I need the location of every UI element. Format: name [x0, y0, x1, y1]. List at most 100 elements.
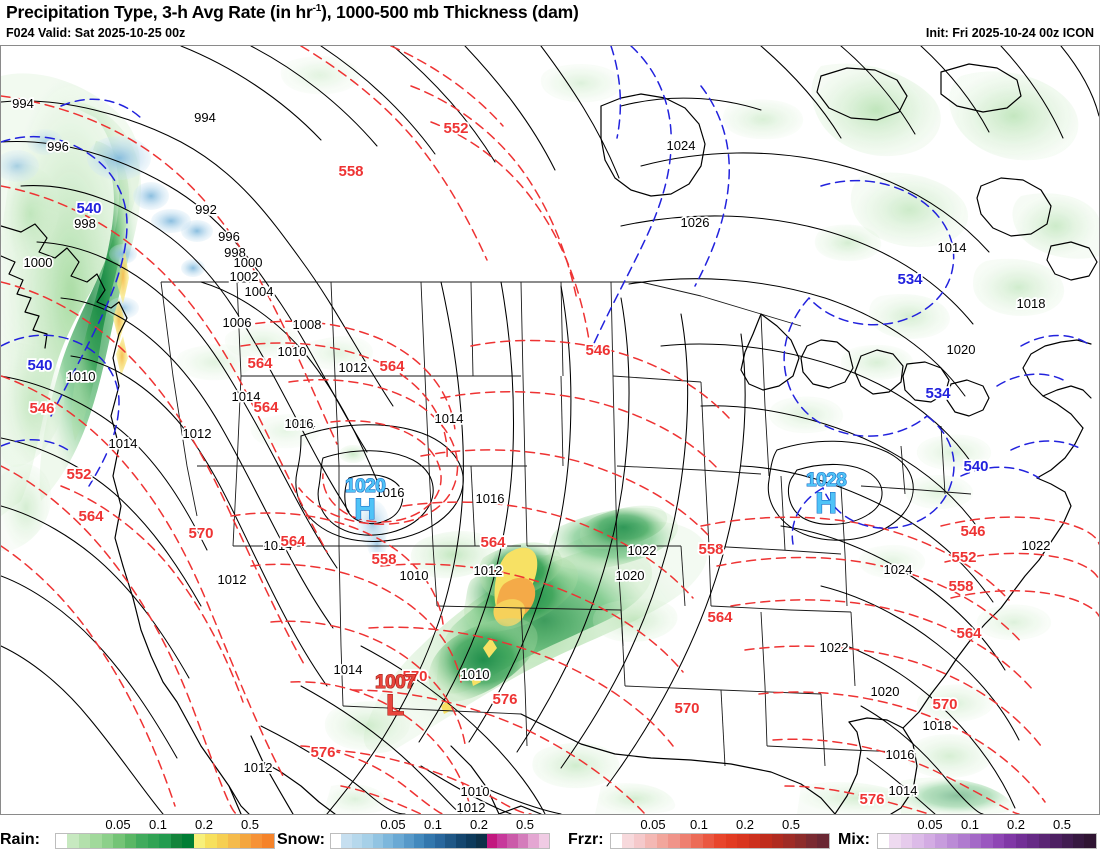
legend-swatch [817, 834, 829, 848]
legend-swatch [90, 834, 102, 848]
contour-label: 540 [963, 458, 988, 475]
legend-swatch [239, 834, 251, 848]
contour-label-halo: 564 [253, 399, 279, 416]
legend-swatch [136, 834, 148, 848]
legend-swatch [900, 834, 913, 848]
contour-label-halo: 1012 [474, 563, 503, 578]
legend-swatch [445, 834, 456, 848]
legend-swatch [159, 834, 171, 848]
contour-label-halo: 1010 [278, 344, 307, 359]
legend-swatch [486, 834, 497, 848]
legend-swatch [923, 834, 936, 848]
legend-swatch [476, 834, 487, 848]
contour-label-halo: 1012 [339, 360, 368, 375]
contour-label: 570 [402, 668, 427, 685]
contour-label: 552 [951, 549, 976, 566]
legend-swatch [656, 834, 669, 848]
contour-label: 1022 [628, 543, 657, 558]
precipitation-shading [1, 55, 1099, 814]
legend-swatch [805, 834, 818, 848]
valid-time-label: F024 Valid: Sat 2025-10-25 00z [6, 26, 186, 40]
contour-label-halo: 564 [480, 534, 506, 551]
contour-label-halo: 1020 [947, 342, 976, 357]
contour-label-halo: 570 [932, 696, 957, 713]
contour-label-halo: 998 [224, 245, 246, 260]
legend-swatch [633, 834, 646, 848]
legend-tick: 0.2 [735, 817, 755, 832]
contour-label: 1010 [400, 568, 429, 583]
contour-label-halo: 1014 [264, 538, 293, 553]
legend-swatch [794, 834, 806, 848]
contour-label: 1000 [24, 255, 53, 270]
contour-label-halo: 994 [12, 96, 34, 111]
legend-swatch [262, 834, 274, 848]
contour-label-halo: 1014 [938, 240, 967, 255]
legend-swatch [1061, 834, 1073, 848]
contour-label-halo: 570 [674, 700, 699, 717]
contour-label-halo: 1020 [616, 568, 645, 583]
contour-label-halo: 546 [29, 400, 54, 417]
contour-label: 1012 [183, 426, 212, 441]
contour-label-halo: 564 [956, 625, 982, 642]
legend-swatch [1004, 834, 1016, 848]
contour-label-halo: 540 [963, 458, 988, 475]
legend-swatch [878, 834, 890, 848]
contour-label: 1024 [667, 138, 696, 153]
mslp-isobars [1, 46, 1099, 814]
contour-label: 1022 [1022, 538, 1051, 553]
contour-label-halo: 1010 [67, 369, 96, 384]
legend-swatch [969, 834, 982, 848]
contour-label-halo: 552 [443, 120, 468, 137]
contour-label-halo: 1026 [681, 215, 710, 230]
contour-label: 1014 [938, 240, 967, 255]
contour-label-halo: 1024 [884, 562, 913, 577]
legend-swatch [341, 834, 352, 848]
legend-swatch [935, 834, 947, 848]
contour-label: 564 [280, 533, 306, 550]
title-superscript: -1 [312, 3, 322, 15]
legend-swatch [382, 834, 394, 848]
contour-label-halo: 558 [338, 163, 363, 180]
legend-swatch [414, 834, 425, 848]
contour-label: 994 [12, 96, 34, 111]
title-main: Precipitation Type, 3-h Avg Rate (in hr [6, 2, 313, 22]
legend-tick: 0.2 [469, 817, 489, 832]
contour-label: 546 [960, 523, 985, 540]
legend-ticks-frzr: 0.05 0.1 0.2 0.5 [0, 817, 1100, 833]
map-canvas[interactable]: 994 994 996 996 998 998 992 992 996 996 998 998 1000… [0, 45, 1100, 815]
contour-label-halo: 1022 [820, 640, 849, 655]
contour-label-halo: 540 [76, 200, 101, 217]
legend-swatch [958, 834, 970, 848]
sun-icon [855, 813, 879, 814]
contour-label: 1026 [681, 215, 710, 230]
legend-swatch [497, 834, 508, 848]
contour-label: 546 [585, 342, 610, 359]
contour-label-halo: 1014 [287, 417, 316, 432]
legend-tick: 0.5 [515, 817, 535, 832]
legend-ticks-mix: 0.05 0.1 0.2 0.5 [0, 817, 1100, 833]
legend-swatch [424, 834, 435, 848]
contour-label: 1016 [285, 416, 314, 431]
contour-label-halo: 576 [310, 744, 335, 761]
legend-swatch [1027, 834, 1039, 848]
contour-label-halo: 1014 [232, 389, 261, 404]
brand-text-1: piv [798, 813, 856, 814]
legend-swatch [771, 834, 784, 848]
contour-label: 998 [74, 216, 96, 231]
legend-swatch [517, 834, 529, 848]
legend-swatch [507, 834, 518, 848]
contour-label-halo: 994 [194, 110, 216, 125]
legend-swatch [702, 834, 715, 848]
contour-label: 1002 [230, 269, 259, 284]
contour-label: 1012 [474, 563, 503, 578]
legend-tick: 0.5 [781, 817, 801, 832]
legend-swatch [78, 834, 91, 848]
contour-label: 564 [247, 355, 273, 372]
contour-label-halo: 540 [27, 357, 52, 374]
contour-label-halo: 1016 [476, 491, 505, 506]
contour-label: 1018 [923, 718, 952, 733]
contour-label-halo: 1018 [923, 718, 952, 733]
contour-label: 996 [47, 139, 69, 154]
legend-swatch [403, 834, 414, 848]
